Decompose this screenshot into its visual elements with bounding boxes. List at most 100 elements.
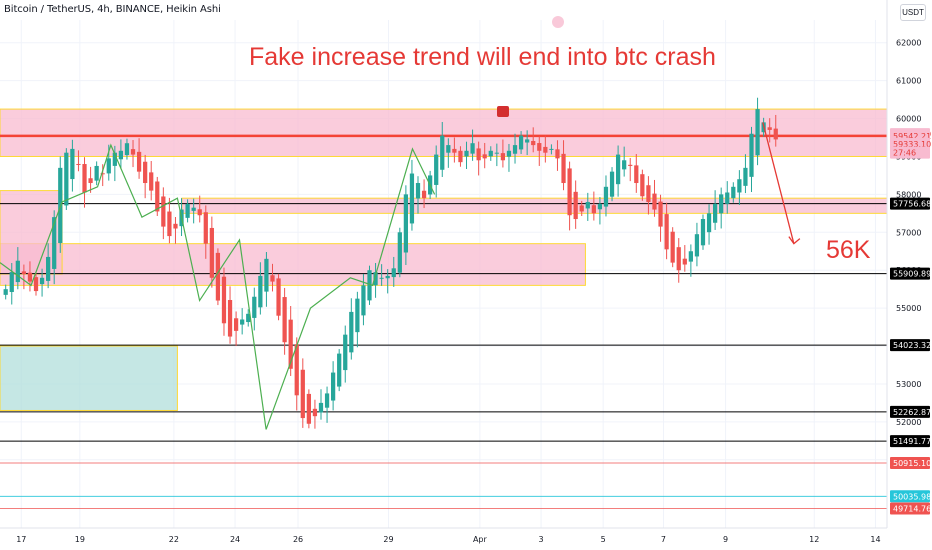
time-tick-label: 29 [383,535,393,544]
price-level-tag [890,339,930,352]
candle-body [712,203,718,223]
candle-body [39,277,45,285]
price-level-label: 49714.76 [893,504,931,513]
price-level-label: 51491.77 [893,437,931,446]
price-tick-label: 61000 [896,77,921,86]
candle-body [112,152,117,166]
candle-body [124,143,130,156]
candle-body [294,344,299,396]
candle-body [76,163,81,165]
currency-button[interactable]: USDT [900,4,926,21]
candle-body [185,203,190,218]
candle-body [731,186,736,199]
candle-body [470,143,475,154]
price-level-label: 59333.10 [893,140,931,149]
candle-body [64,152,69,206]
candle-body [70,148,75,180]
candle-body [488,150,493,157]
candle-body [324,393,330,408]
price-zone [181,197,888,214]
price-level-tag [890,405,930,418]
price-tick-label: 60000 [896,115,921,124]
candle-body [143,161,148,184]
coffee-icon [497,106,509,117]
price-level-label: 50035.98 [893,492,931,501]
candle-body [246,313,251,323]
candle-body [197,209,202,216]
price-level-label: 57756.68 [893,200,931,209]
candle-body [585,201,590,209]
price-zone [0,190,63,275]
candle-body [458,150,463,163]
candle-body [452,148,457,153]
candle-body [118,150,124,160]
price-tick-label: 57000 [896,228,921,237]
candle-body [567,168,572,216]
price-level-label: 52262.87 [893,408,931,417]
price-level-label: 27:46 [893,149,916,158]
time-tick-label: 3 [539,535,544,544]
candle-body [94,165,99,181]
candle-body [312,408,318,417]
candle-body [725,192,730,204]
candle-body [9,272,14,293]
horizontal-levels [0,134,887,509]
candle-body [100,173,105,175]
pattern-line [0,143,436,430]
candle-body [227,299,233,337]
candle-body [155,181,160,212]
candle-body [719,194,724,214]
candle-body [209,227,214,278]
price-zone [0,345,178,411]
candle-body [397,232,402,273]
candle-body [537,143,542,151]
candle-body [591,205,596,214]
projection-arrow [762,122,795,244]
candle-body [670,231,675,263]
price-level-tag [890,456,930,469]
candle-body [579,205,584,212]
candle-body [27,272,33,282]
candle-body [543,146,548,153]
candle-body [482,154,487,159]
price-level-tag [890,435,930,448]
price-axis[interactable]: 5100052000530005400055000560005700058000… [886,0,932,550]
time-tick-label: 9 [723,535,728,544]
candle-body [652,193,657,210]
candle-body [512,145,518,154]
candle-body [573,191,578,220]
price-level-label: 59542.21 [893,132,931,141]
candle-body [161,196,166,227]
candle-body [149,172,154,191]
candle-body [288,319,293,369]
price-tick-label: 55000 [896,304,921,313]
price-tick-label: 53000 [896,380,921,389]
candle-body [349,311,354,353]
candle-body [773,128,778,140]
price-tick-label: 52000 [896,418,921,427]
candle-body [664,214,669,250]
candle-body [88,178,93,184]
candle-body [561,153,566,184]
candle-body [694,234,700,257]
candle-body [15,260,20,283]
candle-body [409,173,415,224]
time-axis[interactable]: 17 19 22 24 26 29 Apr 3 5 7 9 12 14 [0,527,887,544]
time-tick-label: 14 [870,535,880,544]
candle-body [167,211,172,237]
candle-body [525,139,530,143]
candle-body [603,186,609,207]
candle-body [355,298,360,333]
candle-body [33,277,39,292]
drawings [0,16,801,430]
candle-body [506,150,512,157]
candle-body [276,278,281,316]
candle-body [52,217,57,269]
price-level-tag [890,197,930,210]
candle-body [240,319,245,325]
candle-body [531,140,536,146]
price-level-label: 50915.10 [893,459,931,468]
candle-body [628,164,633,166]
candle-body [446,145,451,153]
